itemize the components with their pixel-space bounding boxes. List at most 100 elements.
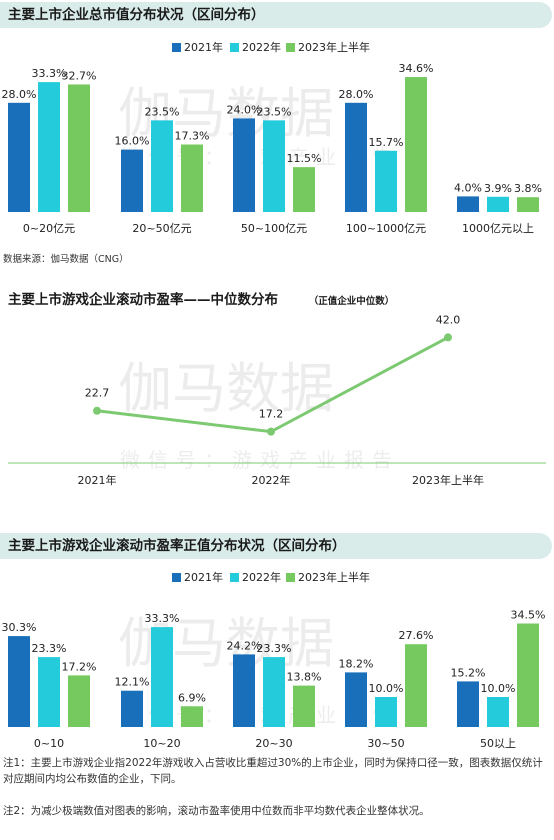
chart3-bar	[263, 657, 285, 727]
chart2-data-label: 42.0	[436, 315, 461, 326]
chart1-data-label: 15.7%	[369, 136, 404, 149]
chart2-category-label: 2022年	[252, 473, 291, 487]
chart1-bar	[487, 196, 509, 212]
chart1-data-label: 3.9%	[484, 182, 512, 195]
chart2-title-wrap: 主要上市游戏企业滚动市盈率——中位数分布 （正值企业中位数）	[0, 287, 552, 313]
chart1-bar	[233, 118, 255, 212]
chart1-legend-swatch	[286, 43, 295, 52]
chart3-category-label: 30~50	[367, 737, 404, 750]
chart3-bar	[487, 697, 509, 727]
chart2-title: 主要上市游戏企业滚动市盈率——中位数分布	[8, 292, 278, 308]
chart1-data-label: 4.0%	[454, 181, 482, 194]
chart1-legend-swatch	[172, 43, 181, 52]
chart3-legend-swatch	[286, 573, 295, 582]
chart3-data-label: 23.3%	[32, 642, 67, 655]
chart1-category-label: 0~20亿元	[23, 222, 75, 235]
chart3-data-label: 30.3%	[2, 621, 37, 634]
chart1-data-label: 28.0%	[2, 88, 37, 101]
chart3-bar	[375, 697, 397, 727]
chart1-category-label: 20~50亿元	[132, 222, 191, 235]
chart3-bar	[233, 654, 255, 727]
chart1-legend-label: 2023年上半年	[298, 40, 370, 54]
chart3-bar	[8, 636, 30, 727]
chart1-bar	[8, 102, 30, 212]
chart1-bar	[457, 196, 479, 212]
chart3-category-label: 20~30	[255, 737, 292, 750]
note-2: 注2：为减少极端数值对图表的影响，滚动市盈率使用中位数而非平均数代表企业整体状况…	[3, 805, 430, 817]
chart1-data-label: 32.7%	[62, 69, 97, 82]
chart3-bar	[405, 644, 427, 727]
chart3-bar	[517, 623, 539, 727]
chart1-category-label: 50~100亿元	[241, 222, 307, 235]
chart3-bar	[151, 627, 173, 727]
chart1-data-label: 11.5%	[287, 152, 322, 165]
chart1-data-label: 16.0%	[115, 135, 150, 148]
chart1-bar	[517, 197, 539, 212]
chart1-bar	[68, 84, 90, 212]
chart1-data-label: 33.3%	[32, 67, 67, 80]
chart1-title: 主要上市企业总市值分布状况（区间分布）	[0, 2, 552, 28]
chart1-bar	[345, 102, 367, 212]
chart3-data-label: 15.2%	[451, 666, 486, 679]
chart1-legend-label: 2022年	[242, 40, 281, 54]
chart1-bar	[263, 120, 285, 212]
chart1-data-label: 23.5%	[145, 105, 180, 118]
chart2-data-label: 17.2	[259, 408, 284, 421]
chart1-data-label: 28.0%	[339, 88, 374, 101]
chart2-point	[267, 427, 275, 436]
watermark-sub: 微信号：游戏产业报告	[120, 448, 400, 472]
chart3-legend-label: 2021年	[184, 570, 223, 584]
chart3-category-label: 0~10	[34, 737, 64, 750]
chart3-bar-chart: 伽马数据 微信号：游戏产业报告 2021年 2022年 2023年上半年 30.3%…	[2, 570, 546, 750]
chart1-category-label: 1000亿元以上	[462, 222, 534, 235]
chart3-data-label: 6.9%	[178, 691, 206, 704]
chart3-data-label: 10.0%	[481, 682, 516, 695]
chart3-bar	[38, 657, 60, 727]
source-note: 数据来源：伽马数据（CNG）	[3, 254, 129, 265]
chart3-data-label: 17.2%	[62, 660, 97, 673]
chart3-data-label: 23.3%	[257, 642, 292, 655]
chart3-legend-swatch	[172, 573, 181, 582]
chart1-legend-swatch	[230, 43, 239, 52]
chart3-bar	[121, 690, 143, 727]
chart2-line-chart: 伽马数据 微信号：游戏产业报告 22.7 2021年 17.2 2022年 42.0 20…	[8, 315, 546, 487]
chart3-bar	[293, 685, 315, 727]
chart2-category-label: 2021年	[78, 473, 117, 487]
chart3-data-label: 33.3%	[145, 612, 180, 625]
chart3-data-label: 12.1%	[115, 676, 150, 689]
chart3-data-label: 34.5%	[511, 609, 546, 622]
chart3-data-label: 13.8%	[287, 671, 322, 684]
chart3-data-label: 27.6%	[399, 629, 434, 642]
chart1-data-label: 24.0%	[227, 103, 262, 116]
note-1: 注1：主要上市游戏企业指2022年游戏收入占营收比重超过30%的上市企业，同时为…	[3, 757, 543, 785]
chart2-point	[444, 333, 452, 342]
chart1-bar	[121, 149, 143, 212]
chart3-legend-label: 2023年上半年	[298, 570, 370, 584]
chart3-bar	[457, 681, 479, 727]
chart3-bar	[181, 706, 203, 727]
chart2-category-label: 2023年上半年	[412, 473, 484, 487]
chart3-bar	[68, 675, 90, 727]
chart1-legend-label: 2021年	[184, 40, 223, 54]
chart3-title: 主要上市游戏企业滚动市盈率正值分布状况（区间分布）	[0, 533, 552, 559]
chart3-data-label: 10.0%	[369, 682, 404, 695]
chart3-legend-label: 2022年	[242, 570, 281, 584]
chart3-data-label: 24.2%	[227, 639, 262, 652]
chart1-bar	[375, 150, 397, 212]
chart1-bar-chart: 伽马数据 微信号：游戏产业报告 2021年 2022年 2023年上半年 28.0%…	[2, 40, 542, 235]
chart2-point	[93, 406, 101, 415]
chart1-bar	[151, 120, 173, 212]
chart1-bar	[181, 144, 203, 212]
chart3-data-label: 18.2%	[339, 657, 374, 670]
chart1-bar	[405, 77, 427, 212]
chart3-legend-swatch	[230, 573, 239, 582]
chart2-subtitle: （正值企业中位数）	[308, 296, 395, 307]
chart1-category-label: 100~1000亿元	[346, 222, 426, 235]
chart1-data-label: 34.6%	[399, 62, 434, 75]
chart1-bar	[293, 167, 315, 212]
chart1-data-label: 23.5%	[257, 105, 292, 118]
watermark-main: 伽马数据	[118, 357, 334, 420]
chart3-bar	[345, 672, 367, 727]
chart1-bar	[38, 82, 60, 212]
chart1-data-label: 3.8%	[514, 182, 542, 195]
